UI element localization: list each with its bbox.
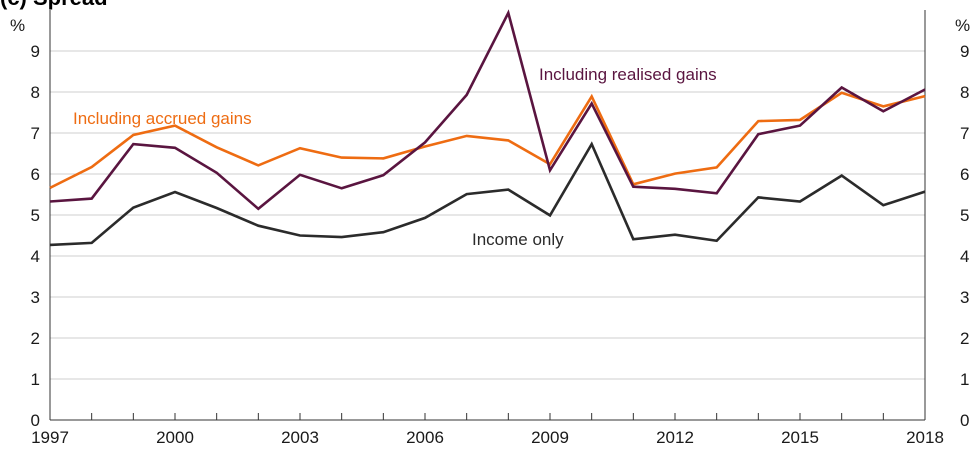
series-line-including-accrued-gains [49,91,926,190]
series-label-income-only: Income only [472,230,564,249]
y-tick-left-4: 4 [31,247,40,266]
y-tick-left-1: 1 [31,370,40,389]
y-tick-right-3: 3 [960,288,969,307]
x-tick-label-2000: 2000 [156,428,194,447]
x-tick-label-1997: 1997 [31,428,69,447]
gridlines [50,50,925,380]
y-unit-right: % [955,16,970,35]
y-unit-left: % [10,16,25,35]
panel-title: (c) Spread [0,0,108,11]
series-line-including-realised-gains [49,9,926,211]
y-tick-right-6: 6 [960,165,969,184]
series-labels: Income only Including accrued gains Includ… [73,65,717,249]
x-tick-label-2012: 2012 [656,428,694,447]
y-tick-right-8: 8 [960,83,969,102]
series-label-including-realised-gains: Including realised gains [539,65,717,84]
y-tick-left-6: 6 [31,165,40,184]
y-tick-right-7: 7 [960,124,969,143]
x-tick-label-2018: 2018 [906,428,944,447]
x-tick-label-2009: 2009 [531,428,569,447]
y-tick-left-7: 7 [31,124,40,143]
x-tick-label-2003: 2003 [281,428,319,447]
series-label-including-accrued-gains: Including accrued gains [73,109,252,128]
x-tick-label-2006: 2006 [406,428,444,447]
y-tick-right-1: 1 [960,370,969,389]
y-tick-right-9: 9 [960,42,969,61]
x-tick-label-2015: 2015 [781,428,819,447]
y-tick-left-0: 0 [31,411,40,430]
series-lines [49,9,926,247]
y-tick-right-4: 4 [960,247,969,266]
y-tick-right-0: 0 [960,411,969,430]
y-tick-left-9: 9 [31,42,40,61]
y-tick-right-2: 2 [960,329,969,348]
y-tick-left-8: 8 [31,83,40,102]
y-tick-left-2: 2 [31,329,40,348]
axes: 0 0 1 1 2 2 3 3 4 4 5 5 6 6 7 7 8 8 9 9 1997 2000 2003 2006 2009… [31,10,969,447]
series-line-income-only [49,141,926,247]
y-tick-right-5: 5 [960,206,969,225]
y-tick-left-5: 5 [31,206,40,225]
y-tick-left-3: 3 [31,288,40,307]
